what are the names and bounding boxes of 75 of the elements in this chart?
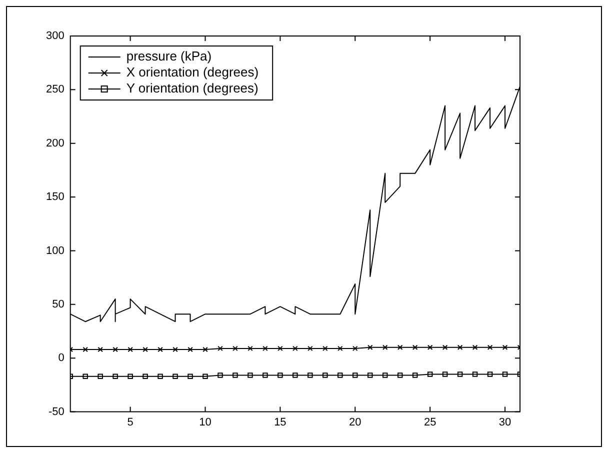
point xyxy=(322,346,328,352)
point xyxy=(82,346,88,352)
point xyxy=(382,372,388,378)
point xyxy=(442,344,448,350)
point xyxy=(232,346,238,352)
point xyxy=(262,346,268,352)
point xyxy=(397,372,403,378)
point xyxy=(427,344,433,350)
point xyxy=(232,372,238,378)
point xyxy=(472,344,478,350)
point xyxy=(427,372,433,377)
point xyxy=(248,346,253,352)
point xyxy=(218,346,223,352)
point xyxy=(98,374,103,379)
point xyxy=(457,344,463,350)
point xyxy=(202,346,208,352)
point xyxy=(128,374,133,379)
y-tick-label: 0 xyxy=(58,352,64,364)
point xyxy=(278,346,283,352)
point xyxy=(322,372,328,378)
point xyxy=(292,372,298,378)
point xyxy=(367,372,373,378)
point xyxy=(172,374,178,379)
y-tick-label: 250 xyxy=(46,84,64,96)
point xyxy=(502,372,508,377)
y-tick-label: 200 xyxy=(46,137,64,150)
point xyxy=(128,346,133,352)
y-tick-label: 300 xyxy=(46,30,64,42)
point xyxy=(278,372,283,378)
x-tick-label: 25 xyxy=(424,416,436,428)
y-tick-label: 100 xyxy=(46,244,64,257)
point xyxy=(442,372,448,377)
x-tick-label: 10 xyxy=(199,416,212,428)
point xyxy=(158,346,163,352)
legend-label: X orientation (degrees) xyxy=(126,64,259,80)
point xyxy=(202,374,208,379)
point xyxy=(98,346,103,352)
x-tick-label: 20 xyxy=(349,416,362,428)
point xyxy=(457,372,463,377)
y-tick-label: -50 xyxy=(48,406,64,418)
point xyxy=(82,374,88,379)
point xyxy=(188,374,193,379)
x-tick-label: 15 xyxy=(274,416,286,428)
point xyxy=(262,372,268,378)
point xyxy=(382,344,388,350)
legend-label: pressure (kPa) xyxy=(126,48,212,64)
point xyxy=(412,344,418,350)
point xyxy=(502,344,508,350)
point xyxy=(218,372,223,378)
point xyxy=(487,372,493,377)
x-tick-label: 5 xyxy=(127,416,134,428)
point xyxy=(188,346,193,352)
point xyxy=(352,346,358,352)
point xyxy=(308,346,313,352)
point xyxy=(308,372,313,378)
point xyxy=(338,372,343,378)
point xyxy=(248,372,253,378)
point xyxy=(158,374,163,379)
y-tick-label: 150 xyxy=(46,191,64,204)
point xyxy=(292,346,298,352)
point xyxy=(367,344,373,350)
point xyxy=(397,344,403,350)
point xyxy=(487,344,493,350)
point xyxy=(172,346,178,352)
legend-label: Y orientation (degrees) xyxy=(126,80,258,96)
point xyxy=(112,346,118,352)
x-tick-label: 30 xyxy=(498,416,512,428)
point xyxy=(142,346,148,352)
point xyxy=(352,372,358,378)
point xyxy=(412,372,418,378)
point xyxy=(142,374,148,379)
y-tick-label: 50 xyxy=(52,298,64,310)
point xyxy=(112,374,118,379)
point xyxy=(472,372,478,377)
point xyxy=(338,346,343,352)
